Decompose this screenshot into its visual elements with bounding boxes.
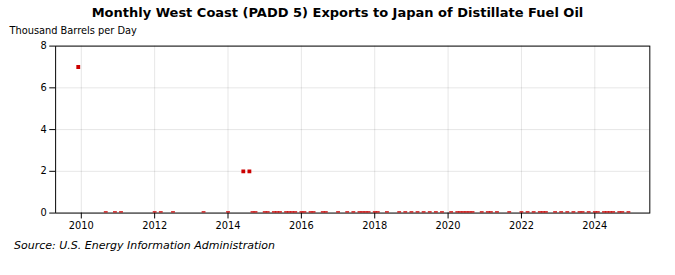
- svg-text:2010: 2010: [69, 220, 94, 231]
- svg-text:2024: 2024: [582, 220, 607, 231]
- svg-text:2012: 2012: [142, 220, 167, 231]
- svg-text:2020: 2020: [436, 220, 461, 231]
- svg-text:2014: 2014: [216, 220, 241, 231]
- svg-text:0: 0: [41, 207, 47, 218]
- svg-text:8: 8: [41, 40, 47, 51]
- svg-text:Thousand Barrels per Day: Thousand Barrels per Day: [8, 25, 137, 36]
- html-text:Source: U.S. Energy Informatio: Source: U.S. Energy Information Administ…: [14, 239, 275, 253]
- svg-text:6: 6: [41, 82, 47, 93]
- svg-text:2: 2: [41, 165, 47, 176]
- svg-text:2022: 2022: [509, 220, 534, 231]
- svg-text:2016: 2016: [289, 220, 314, 231]
- svg-text:4: 4: [41, 124, 47, 135]
- svg-text:2018: 2018: [362, 220, 387, 231]
- html-text:Monthly West Coast (PADD 5) Ex: Monthly West Coast (PADD 5) Exports to J…: [91, 5, 584, 20]
